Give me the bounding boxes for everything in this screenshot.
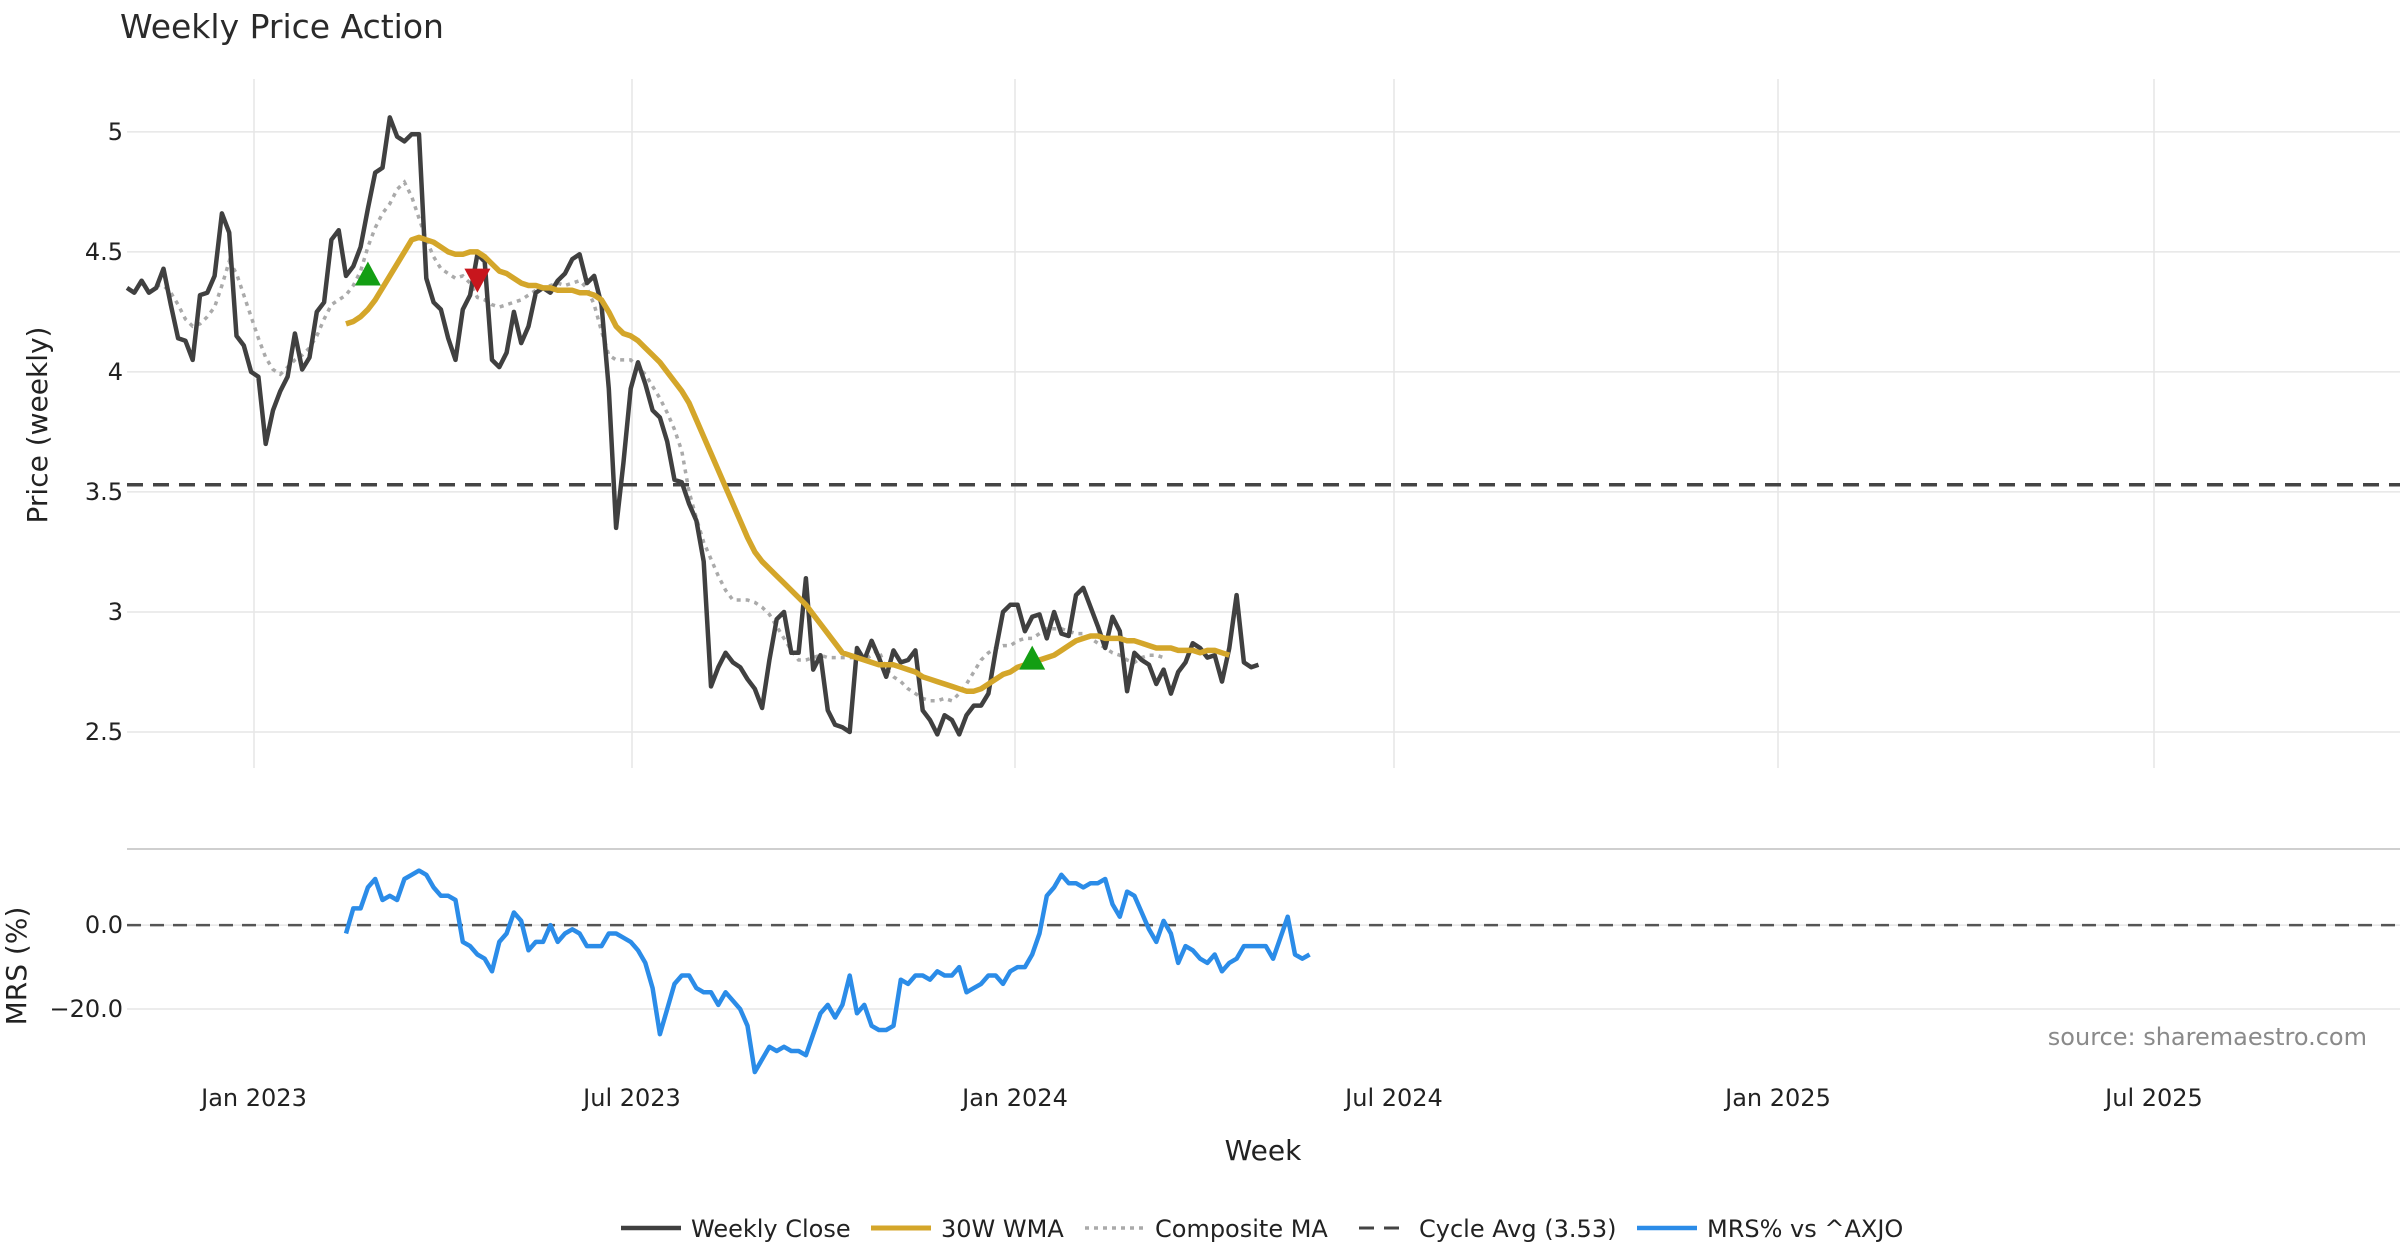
price-y-tick-label: 4.5 bbox=[85, 238, 123, 266]
price-y-tick-label: 2.5 bbox=[85, 718, 123, 746]
legend-label-30w-wma: 30W WMA bbox=[941, 1215, 1064, 1243]
mrs-y-axis-label: MRS (%) bbox=[0, 907, 33, 1026]
price-y-tick-label: 3.5 bbox=[85, 478, 123, 506]
x-tick-label: Jul 2023 bbox=[581, 1084, 681, 1112]
x-axis-label: Week bbox=[1225, 1134, 1302, 1167]
legend-label-mrs: MRS% vs ^AXJO bbox=[1707, 1215, 1903, 1243]
chart-title: Weekly Price Action bbox=[120, 7, 444, 46]
legend-label-composite-ma: Composite MA bbox=[1155, 1215, 1328, 1243]
mrs-y-tick-label: 0.0 bbox=[85, 911, 123, 939]
x-tick-label: Jul 2024 bbox=[1343, 1084, 1443, 1112]
mrs-y-tick-label: −20.0 bbox=[49, 995, 123, 1023]
x-tick-label: Jul 2025 bbox=[2103, 1084, 2203, 1112]
price-y-tick-label: 5 bbox=[108, 118, 123, 146]
mrs-line bbox=[343, 868, 1311, 1075]
x-tick-label: Jan 2025 bbox=[1723, 1084, 1831, 1112]
price-y-tick-label: 3 bbox=[108, 598, 123, 626]
composite-ma-line bbox=[156, 179, 1165, 703]
x-tick-label: Jan 2024 bbox=[960, 1084, 1068, 1112]
wma-30w-line bbox=[345, 234, 1231, 694]
buy-signal-marker bbox=[354, 261, 381, 286]
sell-signal-marker bbox=[464, 268, 491, 293]
price-y-tick-label: 4 bbox=[108, 358, 123, 386]
weekly-close-line bbox=[125, 115, 1260, 737]
source-attribution: source: sharemaestro.com bbox=[2048, 1023, 2367, 1051]
price-panel-grid: 2.5 3 3.5 4 4.5 5 bbox=[85, 118, 2400, 746]
vertical-gridlines bbox=[253, 79, 2155, 768]
legend-label-cycle-avg: Cycle Avg (3.53) bbox=[1419, 1215, 1616, 1243]
legend: Weekly Close 30W WMA Composite MA Cycle … bbox=[621, 1215, 1903, 1243]
price-y-axis-label: Price (weekly) bbox=[21, 327, 54, 524]
price-panel bbox=[125, 115, 2400, 737]
mrs-panel bbox=[127, 868, 2400, 1075]
buy-signal-marker bbox=[1019, 645, 1046, 670]
legend-label-weekly-close: Weekly Close bbox=[691, 1215, 851, 1243]
x-axis-ticks: Jan 2023 Jul 2023 Jan 2024 Jul 2024 Jan 2025… bbox=[199, 1084, 2203, 1112]
x-tick-label: Jan 2023 bbox=[199, 1084, 307, 1112]
